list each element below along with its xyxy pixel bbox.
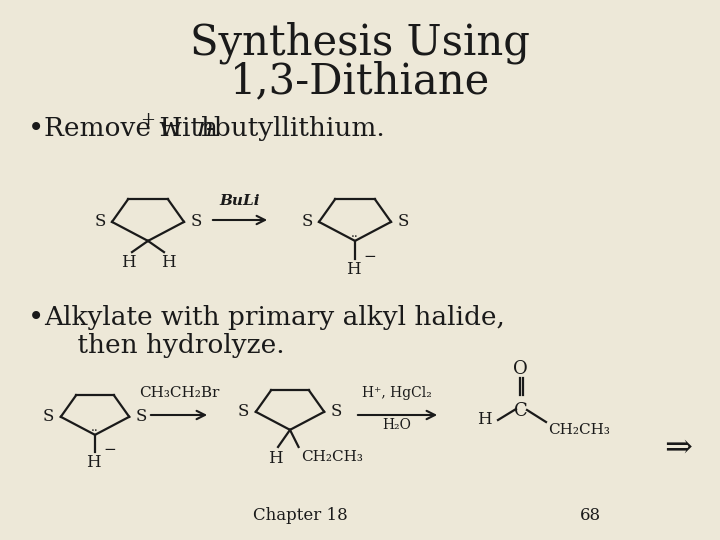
Text: H⁺, HgCl₂: H⁺, HgCl₂: [362, 386, 432, 400]
Text: Alkylate with primary alkyl halide,: Alkylate with primary alkyl halide,: [44, 305, 505, 330]
Text: CH₃CH₂Br: CH₃CH₂Br: [139, 386, 219, 400]
Text: with: with: [151, 116, 226, 141]
Text: S: S: [301, 213, 312, 231]
Text: O: O: [513, 360, 527, 378]
Text: −: −: [103, 443, 116, 457]
Text: S: S: [397, 213, 409, 231]
Text: H: H: [477, 411, 492, 429]
Text: Remove H: Remove H: [44, 116, 182, 141]
Text: C: C: [514, 402, 528, 420]
Text: ··: ··: [91, 426, 99, 438]
Text: CH₂CH₃: CH₂CH₃: [548, 423, 610, 437]
Text: Chapter 18: Chapter 18: [253, 507, 347, 524]
Text: H: H: [161, 254, 175, 271]
Text: S: S: [135, 408, 147, 426]
Text: ⇒: ⇒: [664, 432, 692, 464]
Text: S: S: [330, 403, 342, 420]
Text: CH₂CH₃: CH₂CH₃: [302, 450, 364, 464]
Text: Synthesis Using: Synthesis Using: [190, 22, 530, 64]
Text: H: H: [268, 450, 282, 467]
Text: BuLi: BuLi: [220, 194, 260, 208]
Text: S: S: [190, 213, 202, 231]
Text: H: H: [121, 254, 135, 271]
Text: 68: 68: [580, 507, 600, 524]
Text: ··: ··: [351, 232, 359, 245]
Text: −: −: [363, 250, 376, 264]
Text: 1,3-Dithiane: 1,3-Dithiane: [230, 60, 490, 102]
Text: n: n: [196, 116, 213, 141]
Text: S: S: [94, 213, 106, 231]
Text: H₂O: H₂O: [382, 418, 411, 432]
Text: -butyllithium.: -butyllithium.: [206, 116, 386, 141]
Text: H: H: [86, 454, 100, 471]
Text: +: +: [140, 111, 155, 129]
Text: •: •: [28, 305, 44, 332]
Text: then hydrolyze.: then hydrolyze.: [44, 333, 284, 358]
Text: •: •: [28, 116, 44, 143]
Text: S: S: [238, 403, 250, 420]
Text: S: S: [43, 408, 55, 426]
Text: H: H: [346, 261, 360, 278]
